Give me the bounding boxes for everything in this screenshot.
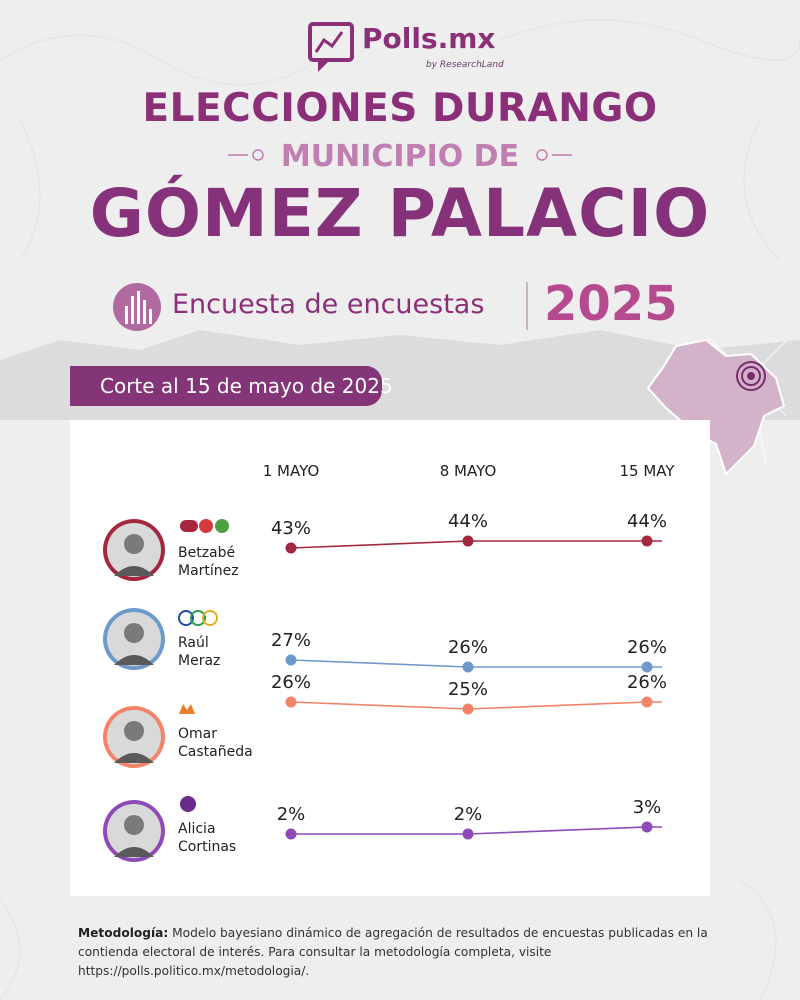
pes-logo-icon [180, 796, 196, 812]
data-point [462, 535, 474, 547]
durango-map [646, 336, 786, 476]
series-line [291, 826, 662, 835]
data-label: 26% [627, 672, 667, 693]
title-municipality: GÓMEZ PALACIO [89, 175, 711, 252]
candidate-last-name: Martínez [178, 563, 239, 579]
morena-logo-icon [180, 520, 198, 532]
candidate-first-name: Alicia [178, 821, 216, 837]
methodology-note: Metodología: Modelo bayesiano dinámico d… [78, 924, 728, 981]
data-label: 2% [277, 804, 306, 825]
data-label: 44% [448, 511, 488, 532]
brand-name: Polls.mx [362, 22, 496, 55]
ornament-flower-icon [252, 149, 548, 161]
chart-logo-icon [308, 22, 354, 72]
candidate-alicia [102, 799, 166, 867]
data-label: 2% [454, 804, 483, 825]
data-label: 3% [633, 797, 662, 818]
candidate-betzabe [102, 518, 166, 586]
party-logos [178, 701, 196, 720]
x-tick-label: 8 MAYO [440, 462, 497, 480]
x-tick-label: 15 MAY [619, 462, 675, 480]
candidate-name: Raúl Meraz [178, 634, 220, 670]
cutoff-label: Corte al 15 de mayo de 2025 [100, 374, 393, 398]
candidate-name: Omar Castañeda [178, 725, 253, 761]
methodology-label: Metodología: [78, 926, 169, 940]
data-point [641, 535, 653, 547]
results-card [70, 420, 710, 896]
year: 2025 [544, 276, 678, 332]
title-line-2: MUNICIPIO DE [280, 139, 520, 174]
candidate-name: Betzabé Martínez [178, 544, 239, 580]
data-point [462, 661, 474, 673]
brand-logo: Polls.mx by ResearchLand [308, 22, 504, 74]
candidate-first-name: Raúl [178, 635, 209, 651]
avatar [103, 519, 165, 581]
data-label: 27% [271, 630, 311, 651]
candidate-first-name: Omar [178, 726, 217, 742]
party-logos [180, 518, 232, 538]
prd-logo-icon [202, 610, 218, 626]
data-label: 26% [271, 672, 311, 693]
data-point [641, 696, 653, 708]
data-label: 25% [448, 679, 488, 700]
candidate-last-name: Castañeda [178, 744, 253, 760]
series-line [290, 701, 662, 710]
data-point [462, 828, 474, 840]
candidate-omar [102, 705, 166, 773]
candidate-raul [102, 607, 166, 675]
bar-chart-icon [113, 283, 161, 331]
data-label: 44% [627, 511, 667, 532]
data-label: 26% [448, 637, 488, 658]
party-logos [178, 610, 218, 630]
series-line [290, 540, 662, 549]
mc-logo-icon [179, 704, 195, 714]
poll-line-chart: 1 MAYO 8 MAYO 15 MAY 43% 44% 44% 27% 26% 26% 26% 2… [263, 462, 675, 840]
cutoff-banner [70, 366, 382, 406]
candidate-first-name: Betzabé [178, 545, 236, 561]
x-tick-label: 1 MAYO [263, 462, 320, 480]
data-label: 26% [627, 637, 667, 658]
title-ornament [228, 149, 572, 161]
pt-logo-icon [199, 519, 213, 533]
series-line [290, 659, 662, 668]
divider [526, 282, 528, 330]
data-point [285, 654, 297, 666]
data-point [462, 703, 474, 715]
data-point [641, 821, 653, 833]
pri-logo-icon [190, 610, 206, 626]
data-point [285, 828, 297, 840]
subtitle: Encuesta de encuestas [172, 289, 485, 320]
data-point [285, 542, 297, 554]
methodology-text: Modelo bayesiano dinámico de agregación … [78, 926, 708, 978]
avatar [103, 706, 165, 768]
pvem-logo-icon [215, 519, 229, 533]
candidate-last-name: Cortinas [178, 839, 237, 855]
data-point [285, 696, 297, 708]
pan-logo-icon [178, 610, 194, 626]
candidate-last-name: Meraz [178, 653, 221, 669]
data-label: 43% [271, 518, 311, 539]
candidate-name: Alicia Cortinas [178, 820, 236, 856]
avatar [103, 800, 165, 862]
avatar [103, 608, 165, 670]
location-marker-icon [736, 361, 766, 391]
title-line-1: ELECCIONES DURANGO [142, 86, 658, 131]
brand-tagline: by ResearchLand [426, 60, 504, 70]
data-point [641, 661, 653, 673]
party-logos [178, 796, 198, 816]
